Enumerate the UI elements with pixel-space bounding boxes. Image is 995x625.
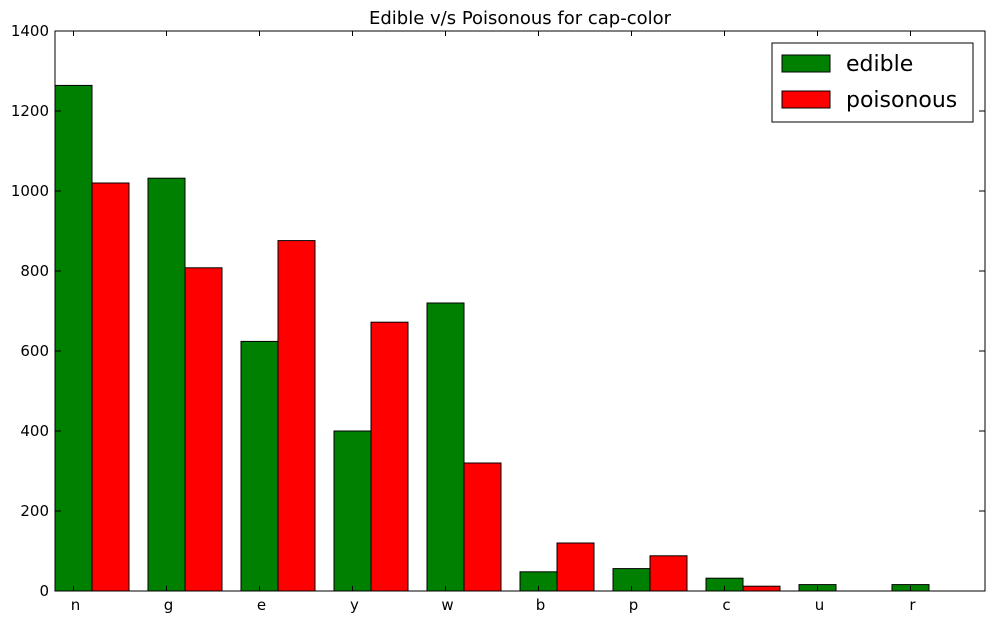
y-tick-label-600: 600	[20, 342, 49, 360]
bar-poisonous-y	[370, 321, 409, 592]
x-tick-label-b: b	[536, 596, 546, 614]
bar-poisonous-w	[463, 462, 502, 592]
bar-poisonous-p	[649, 555, 688, 592]
y-tick-label-0: 0	[39, 582, 49, 600]
x-tick-label-r: r	[909, 596, 916, 614]
bar-edible-n	[54, 84, 93, 592]
bar-edible-w	[426, 302, 465, 592]
y-tick-label-800: 800	[20, 262, 49, 280]
bar-poisonous-b	[556, 542, 595, 592]
x-tick-label-w: w	[441, 596, 453, 614]
bar-poisonous-n	[91, 182, 130, 592]
x-tick-label-p: p	[629, 596, 639, 614]
bar-poisonous-e	[277, 240, 316, 592]
legend-swatch-poisonous	[781, 90, 831, 109]
bar-edible-g	[147, 177, 186, 592]
x-tick-label-c: c	[722, 596, 730, 614]
x-tick-label-g: g	[164, 596, 174, 614]
y-tick-label-1000: 1000	[11, 182, 49, 200]
bar-edible-e	[240, 340, 279, 592]
y-tick-label-200: 200	[20, 502, 49, 520]
bar-poisonous-g	[184, 267, 223, 592]
bars-layer	[54, 84, 930, 592]
legend-label-poisonous: poisonous	[846, 88, 957, 113]
legend: edible poisonous	[771, 42, 974, 123]
legend-swatch-edible	[781, 54, 831, 73]
y-tick-label-400: 400	[20, 422, 49, 440]
ticks-layer: n g e y w b p c u r 0 200 400 600 800 1000 1200 1400	[11, 22, 985, 614]
x-tick-label-n: n	[71, 596, 81, 614]
x-tick-label-y: y	[350, 596, 359, 614]
legend-label-edible: edible	[846, 52, 913, 77]
plot-frame	[54, 30, 986, 592]
x-tick-label-e: e	[257, 596, 266, 614]
bar-edible-y	[333, 430, 372, 592]
chart-title: Edible v/s Poisonous for cap-color	[369, 8, 672, 29]
x-tick-label-u: u	[815, 596, 825, 614]
y-tick-label-1400: 1400	[11, 22, 49, 40]
bar-poisonous-c	[742, 585, 781, 592]
y-tick-label-1200: 1200	[11, 102, 49, 120]
